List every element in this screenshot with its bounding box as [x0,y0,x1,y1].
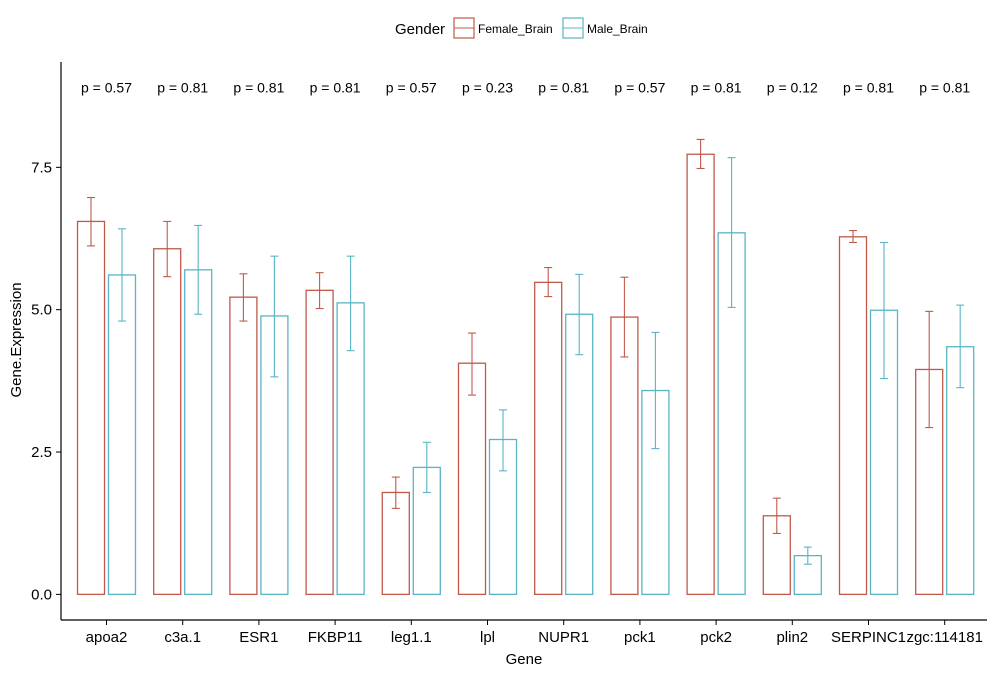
p-value-annotations: p = 0.57 p = 0.81 p = 0.81 p = 0.81 p = 0.57… [81,80,970,96]
error-bars [87,138,965,565]
bar-female_brain-pck2 [686,153,715,596]
p-value-zgc:114181: p = 0.81 [919,80,970,96]
x-tick-label-leg1.1: leg1.1 [391,629,432,646]
bar-female_brain-nupr1 [534,281,563,596]
p-value-pck1: p = 0.57 [614,80,665,96]
y-tick-label-5.0: 5.0 [31,302,52,319]
p-value-leg1.1: p = 0.57 [386,80,437,96]
bar-male_brain-c3a.1 [184,269,213,596]
bar-female_brain-fkbp11 [305,289,334,596]
p-value-apoa2: p = 0.57 [81,80,132,96]
x-tick-label-nupr1: NUPR1 [538,629,589,646]
x-axis-label: Gene [506,651,543,668]
p-value-esr1: p = 0.81 [233,80,284,96]
bar-female_brain-serpinc1 [838,236,868,596]
bar-female_brain-esr1 [229,296,258,596]
bar-female_brain-lpl [457,362,487,596]
y-tick-label-2.5: 2.5 [31,444,52,461]
axes: apoa2 c3a.1 ESR1 FKBP11 leg1.1 lpl NUPR1 pck1 pc… [31,62,987,646]
bar-female_brain-pck1 [610,316,639,596]
x-tick-label-esr1: ESR1 [239,629,278,646]
x-tick-label-apoa2: apoa2 [86,629,128,646]
legend-label-male_brain: Male_Brain [587,22,648,36]
y-tick-label-0.0: 0.0 [31,586,52,603]
x-tick-label-serpinc1: SERPINC1 [831,629,906,646]
x-tick-label-plin2: plin2 [776,629,808,646]
bars [76,153,975,596]
bar-female_brain-c3a.1 [153,248,182,596]
p-value-serpinc1: p = 0.81 [843,80,894,96]
p-value-plin2: p = 0.12 [767,80,818,96]
bar-female_brain-apoa2 [76,220,106,596]
x-tick-label-lpl: lpl [480,629,495,646]
y-tick-label-7.5: 7.5 [31,159,52,176]
bar-male_brain-apoa2 [107,274,137,596]
p-value-fkbp11: p = 0.81 [310,80,361,96]
p-value-pck2: p = 0.81 [691,80,742,96]
legend-label-female_brain: Female_Brain [478,22,553,36]
p-value-c3a.1: p = 0.81 [157,80,208,96]
legend-title: Gender [395,21,445,38]
x-tick-label-pck2: pck2 [700,629,732,646]
legend: Gender Female_Brain Male_Brain [395,17,648,39]
x-tick-label-pck1: pck1 [624,629,656,646]
p-value-lpl: p = 0.23 [462,80,513,96]
y-axis-label: Gene.Expression [8,282,25,397]
x-tick-label-c3a.1: c3a.1 [164,629,201,646]
x-tick-label-fkbp11: FKBP11 [308,629,363,646]
p-value-nupr1: p = 0.81 [538,80,589,96]
x-tick-label-zgc:114181: zgc:114181 [906,629,982,646]
bar-male_brain-nupr1 [565,313,594,596]
